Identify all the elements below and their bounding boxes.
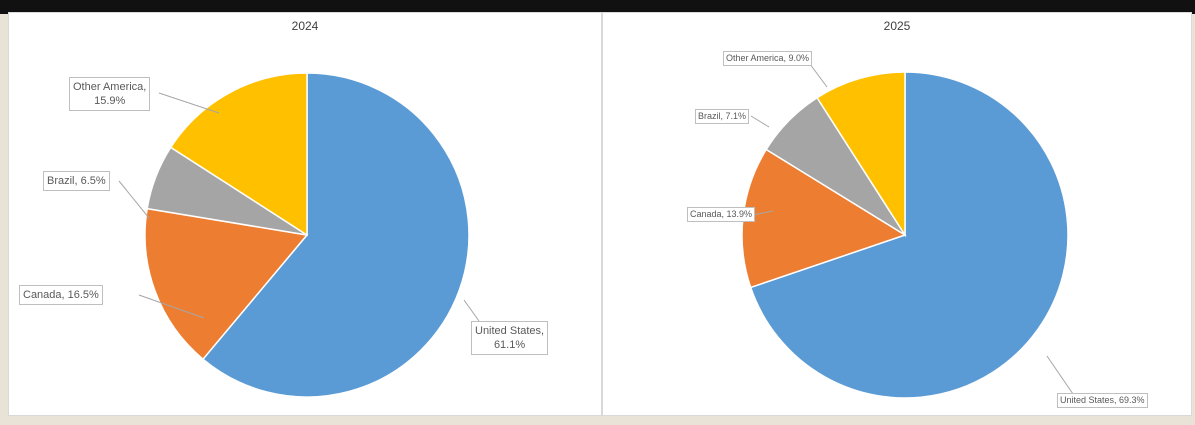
chart-panel-2024: 2024 Other America, 15.9% Brazil, 6.5% C… — [8, 12, 602, 416]
chart-title-2024: 2024 — [291, 19, 319, 33]
cropped-header-strip — [0, 0, 1195, 14]
pie-slice-2024-other-america — [169, 72, 308, 237]
pie-slice-2024-canada — [144, 207, 309, 361]
data-label-2025-united-states: United States, 69.3% — [1057, 393, 1148, 408]
data-label-2024-brazil: Brazil, 6.5% — [43, 171, 110, 191]
data-label-2025-canada: Canada, 13.9% — [687, 207, 756, 222]
leader-line-2025-canada — [752, 210, 774, 216]
pie-2025 — [741, 59, 1074, 399]
leader-line-2025-brazil — [750, 115, 770, 128]
data-label-2025-brazil: Brazil, 7.1% — [695, 109, 750, 124]
leader-line-2025-united-states — [1046, 355, 1074, 395]
pie-2024 — [118, 72, 480, 398]
data-label-2024-united-states: United States, 61.1% — [471, 321, 549, 355]
data-label-2024-canada: Canada, 16.5% — [19, 285, 103, 305]
pie-slice-2025-other-america — [816, 71, 906, 238]
leader-line-2024-united-states — [463, 299, 480, 322]
leader-line-2024-canada — [138, 294, 205, 319]
leader-line-2024-brazil — [118, 180, 150, 219]
data-label-2024-other-america: Other America, 15.9% — [69, 77, 151, 111]
chart-panel-2025: 2025 Other America, 9.0% Brazil, 7.1% Ca… — [602, 12, 1192, 416]
leader-line-2024-other-america — [158, 92, 220, 114]
chart-title-2025: 2025 — [883, 19, 911, 33]
data-label-2025-other-america: Other America, 9.0% — [723, 51, 813, 66]
pie-slice-2025-united-states — [749, 71, 1069, 399]
pie-slice-2024-united-states — [201, 72, 470, 398]
